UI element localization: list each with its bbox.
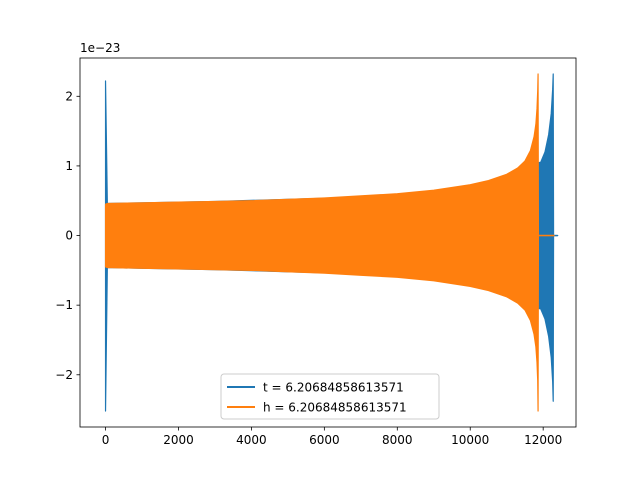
x-tick-label: 10000	[451, 433, 489, 447]
plot-area	[104, 73, 559, 412]
y-tick-label: 2	[65, 89, 73, 103]
axes-frame	[79, 57, 577, 428]
x-tick-label: 12000	[524, 433, 562, 447]
x-tick-label: 0	[102, 433, 110, 447]
x-tick-label: 4000	[236, 433, 267, 447]
y-tick-label: −2	[55, 368, 73, 382]
y-tick-label: 0	[65, 229, 73, 243]
x-tick-label: 8000	[382, 433, 413, 447]
legend: t = 6.20684858613571 h = 6.20684858613571	[220, 373, 440, 420]
legend-label-1: t = 6.20684858613571	[263, 381, 404, 395]
y-axis-scale-label: 1e−23	[80, 41, 120, 55]
x-tick-label: 6000	[309, 433, 340, 447]
y-tick-label: 1	[65, 159, 73, 173]
y-axis: −2 −1 0 1 2	[55, 89, 80, 382]
legend-label-2: h = 6.20684858613571	[263, 401, 407, 415]
x-tick-label: 2000	[163, 433, 194, 447]
y-tick-label: −1	[55, 298, 73, 312]
legend-box	[220, 373, 440, 420]
x-axis: 0 2000 4000 6000 8000 10000 12000	[102, 427, 562, 447]
